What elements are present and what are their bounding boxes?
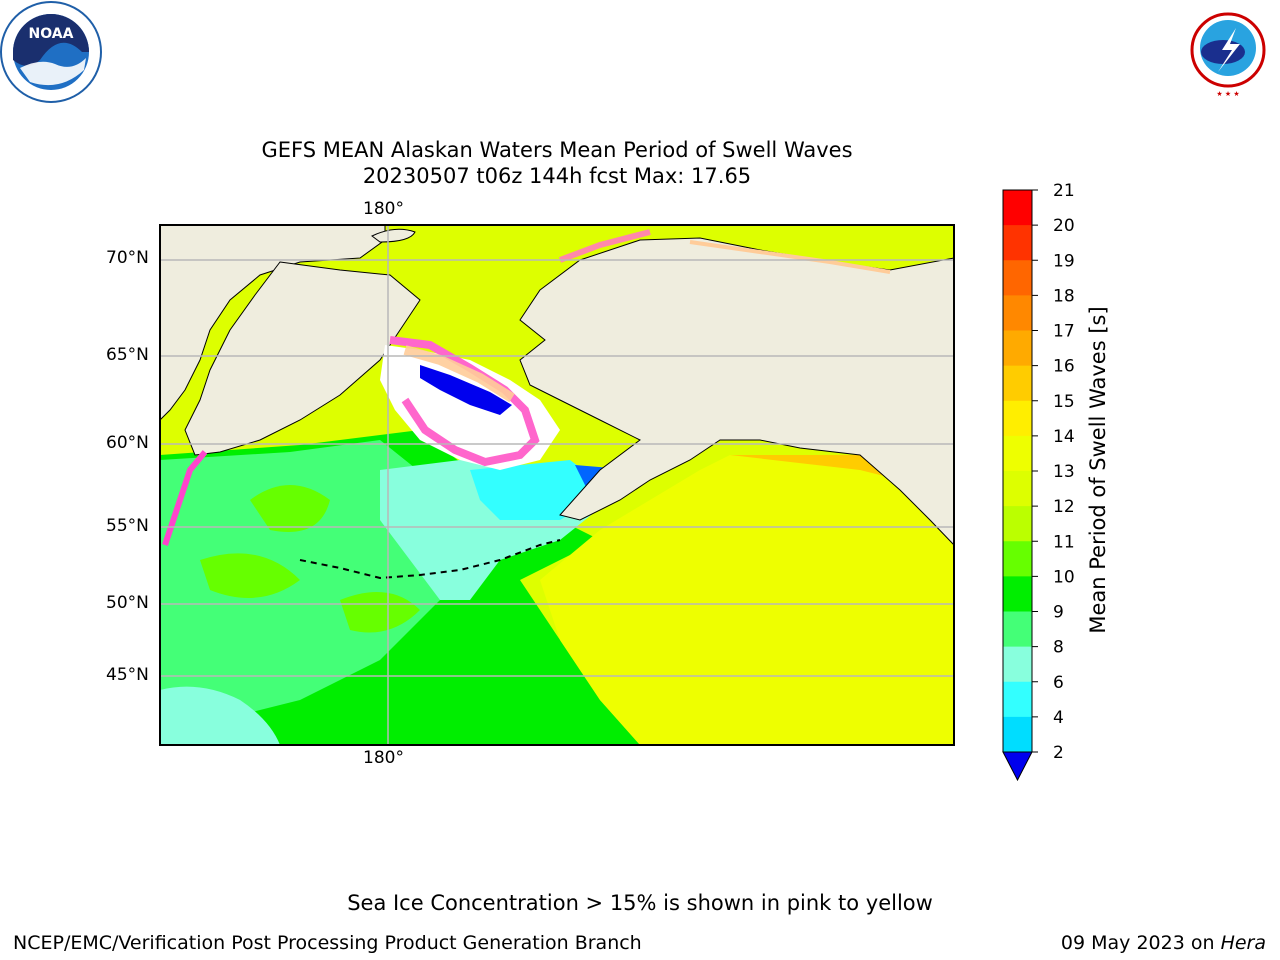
colorbar-segment <box>1003 365 1032 402</box>
colorbar-tick-label: 15 <box>1053 392 1075 412</box>
colorbar-segment <box>1003 576 1032 612</box>
chart-title: GEFS MEAN Alaskan Waters Mean Period of … <box>261 138 853 162</box>
lon-label-bottom: 180° <box>363 748 404 768</box>
lat-label-55: 55°N <box>106 516 149 536</box>
colorbar-tick-label: 11 <box>1053 532 1075 552</box>
footer-date-text: 09 May 2023 on <box>1060 932 1215 954</box>
colorbar-tick-label: 6 <box>1053 673 1064 693</box>
colorbar-tick-label: 19 <box>1053 251 1075 271</box>
colorbar-segment <box>1003 400 1032 437</box>
footer-date: 09 May 2023 on Hera <box>1061 932 1266 954</box>
colorbar-segment <box>1003 681 1032 718</box>
colorbar-tick-label: 10 <box>1053 567 1075 587</box>
nws-logo: ★ ★ ★ <box>1180 2 1276 98</box>
colorbar-tick-label: 14 <box>1053 427 1075 447</box>
colorbar-segment <box>1003 471 1032 507</box>
colorbar-segment <box>1003 190 1032 226</box>
colorbar-label: Mean Period of Swell Waves [s] <box>1086 306 1110 634</box>
colorbar-segment <box>1003 611 1032 648</box>
lat-label-65: 65°N <box>106 345 149 365</box>
colorbar-tick-label: 8 <box>1053 638 1064 658</box>
lon-label-top: 180° <box>363 199 404 219</box>
colorbar-segment <box>1003 330 1032 367</box>
colorbar: 21 20 19 18 17 16 15 14 13 12 11 10 9 8 6 4 2 <box>1002 181 1075 782</box>
colorbar-segment <box>1003 506 1032 542</box>
sea-ice-note: Sea Ice Concentration > 15% is shown in … <box>347 891 933 915</box>
colorbar-tick-label: 18 <box>1053 286 1075 306</box>
noaa-wordmark: NOAA <box>29 26 74 42</box>
chart-subtitle: 20230507 t06z 144h fcst Max: 17.65 <box>362 164 752 188</box>
colorbar-tick-label: 4 <box>1053 708 1064 728</box>
map-frame <box>159 224 955 746</box>
colorbar-tick-label: 2 <box>1053 743 1064 763</box>
colorbar-tick-label: 20 <box>1053 216 1075 236</box>
colorbar-segment <box>1003 225 1032 261</box>
lat-label-50: 50°N <box>106 593 149 613</box>
colorbar-tick-label: 13 <box>1053 462 1075 482</box>
lat-label-45: 45°N <box>106 665 149 685</box>
colorbar-tick-label: 16 <box>1053 357 1075 377</box>
colorbar-segment <box>1003 260 1032 296</box>
noaa-logo: NOAA <box>0 1 102 103</box>
lat-label-60: 60°N <box>106 433 149 453</box>
footer-host: Hera <box>1220 932 1266 954</box>
colorbar-under-triangle <box>1002 751 1033 782</box>
map-canvas <box>160 225 954 745</box>
aleutian-islands <box>299 539 561 580</box>
svg-text:★ ★ ★: ★ ★ ★ <box>1216 90 1239 98</box>
colorbar-tick-label: 9 <box>1053 603 1064 623</box>
colorbar-tick-label: 17 <box>1053 322 1075 342</box>
colorbar-tick-label: 21 <box>1053 181 1075 201</box>
colorbar-segment <box>1003 646 1032 683</box>
colorbar-segment <box>1003 716 1032 753</box>
colorbar-segment <box>1003 435 1032 472</box>
colorbar-segment <box>1003 541 1032 577</box>
colorbar-tick-label: 12 <box>1053 497 1075 517</box>
lat-label-70: 70°N <box>106 248 149 268</box>
footer-org: NCEP/EMC/Verification Post Processing Pr… <box>13 932 642 954</box>
map-gridlines <box>160 225 954 745</box>
sea-ice-blue <box>420 365 512 415</box>
colorbar-segment <box>1003 295 1032 331</box>
